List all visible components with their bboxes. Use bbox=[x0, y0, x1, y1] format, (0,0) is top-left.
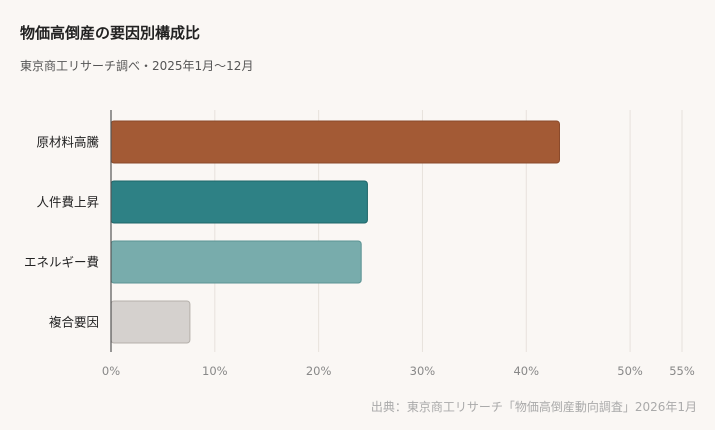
bar bbox=[110, 120, 560, 164]
source-note: 出典：東京商工リサーチ「物価高倒産動向調査」2026年1月 bbox=[370, 400, 697, 414]
bar bbox=[110, 180, 368, 224]
bars bbox=[110, 120, 560, 344]
chart-subtitle: 東京商工リサーチ調べ・2025年1月〜12月 bbox=[20, 59, 254, 73]
x-tick-label: 20% bbox=[306, 364, 332, 378]
category-label: エネルギー費 bbox=[24, 255, 99, 270]
chart-title: 物価高倒産の要因別構成比 bbox=[20, 24, 201, 42]
bar bbox=[110, 240, 362, 284]
tick-labels: 0% 10% 20% 30% 40% 50% 55% bbox=[102, 364, 695, 378]
category-label: 複合要因 bbox=[49, 315, 99, 330]
category-label: 人件費上昇 bbox=[36, 195, 99, 210]
x-tick-label: 40% bbox=[513, 364, 539, 378]
x-tick-label: 10% bbox=[202, 364, 228, 378]
x-tick-label: 0% bbox=[102, 364, 120, 378]
x-tick-label: 55% bbox=[669, 364, 695, 378]
x-tick-label: 50% bbox=[617, 364, 643, 378]
x-tick-label: 30% bbox=[410, 364, 436, 378]
bar bbox=[110, 300, 191, 344]
category-label: 原材料高騰 bbox=[36, 135, 99, 150]
